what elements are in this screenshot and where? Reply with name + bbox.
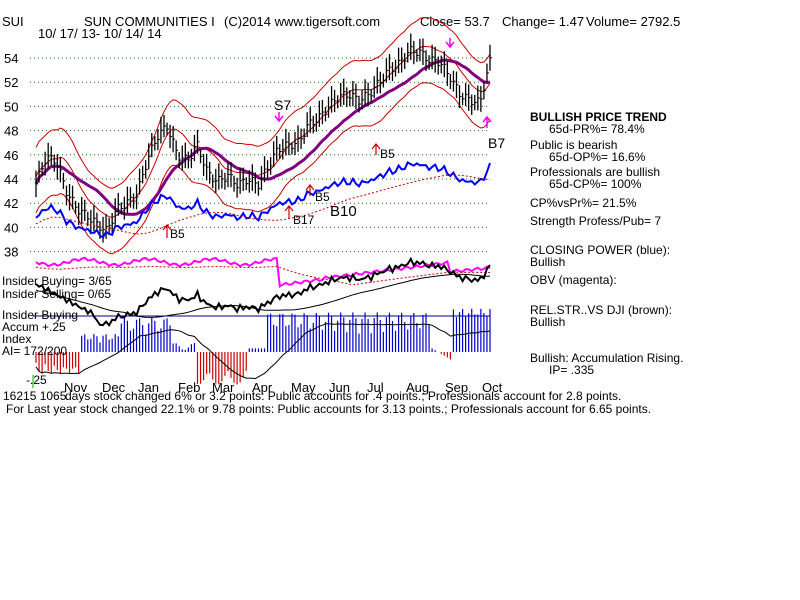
obv-label: OBV (magenta):: [530, 273, 617, 287]
closing-power-line: [35, 160, 491, 239]
relstr-label: REL.STR..VS DJI (brown):: [530, 303, 672, 317]
x-tick-label: Mar: [212, 380, 235, 395]
moving-average-line: [34, 58, 491, 216]
pr-value: 65d-PR%= 78.4%: [549, 122, 645, 136]
closing-power-state: Bullish: [530, 255, 565, 269]
close-value: Close= 53.7: [420, 14, 490, 29]
footer-prefix: 16215 1065: [3, 389, 67, 403]
accumulation-histogram: [35, 308, 491, 385]
signal-b5-low: B5: [162, 224, 185, 241]
x-tick-label: Aug: [406, 380, 429, 395]
copyright: (C)2014 www.tigersoft.com: [224, 14, 380, 29]
x-tick-label: Apr: [252, 380, 273, 395]
signal-b5-label: B5: [380, 147, 395, 161]
obv-ma-line: [35, 265, 491, 286]
relative-strength-line: [35, 256, 491, 327]
index-label: Index: [2, 332, 31, 346]
accum-label: Accum +.25: [2, 320, 66, 334]
x-tick-label: Jan: [138, 380, 159, 395]
x-tick-label: Oct: [482, 380, 503, 395]
insider-selling: Insider Selling= 0/65: [2, 287, 111, 301]
obv-line: [35, 256, 491, 289]
cpvspr-value: CP%vsPr%= 21.5%: [530, 196, 637, 210]
upper-band-line: [35, 16, 491, 189]
change-value: Change= 1.47: [502, 14, 584, 29]
up-arrow-icon: [482, 115, 492, 128]
footer-line1: days stock changed 6% or 3.2 points: Pub…: [65, 389, 621, 403]
y-tick-label: 48: [4, 124, 18, 139]
inner-band-line: [35, 45, 491, 218]
y-tick-label: 38: [4, 245, 18, 260]
trend-title: BULLISH PRICE TREND: [530, 110, 667, 124]
x-tick-label: May: [291, 380, 316, 395]
public-title: Public is bearish: [530, 138, 617, 152]
pro-title: Professionals are bullish: [530, 165, 660, 179]
signal-b5-jun: B5: [371, 143, 395, 161]
x-tick-label: Feb: [178, 380, 200, 395]
up-arrow-icon: [371, 143, 381, 155]
price-bars: [35, 33, 492, 243]
signal-b10-label: B10: [330, 203, 357, 220]
signal-b17: B17: [284, 205, 315, 227]
price-grid: [30, 57, 490, 253]
relstr-state: Bullish: [530, 315, 565, 329]
signal-b5-may: B5: [305, 184, 330, 204]
ip-value: IP= .335: [549, 363, 594, 377]
up-arrow-icon: [305, 184, 315, 196]
date-range: 10/ 17/ 13- 10/ 14/ 14: [38, 26, 162, 41]
y-axis-labels: 38 40 42 44 46 48 50 52 54: [4, 51, 18, 260]
down-arrow-icon: [445, 38, 455, 49]
strength-value: Strength Profess/Pub= 7: [530, 214, 661, 228]
x-axis-labels: Nov Dec Jan Feb Mar Apr May Jun Jul Aug Sep Oct: [64, 380, 503, 395]
signal-s7-label: S7: [274, 97, 291, 113]
closing-power-label: CLOSING POWER (blue):: [530, 243, 670, 257]
x-tick-label: Jun: [329, 380, 350, 395]
y-tick-label: 42: [4, 196, 18, 211]
insider-buying-label: Insider Buying: [2, 308, 78, 322]
x-tick-label: Jul: [367, 380, 384, 395]
insider-buying: Insider Buying= 3/65: [2, 274, 112, 288]
volume-value: Volume= 2792.5: [586, 14, 680, 29]
y-tick-label: 50: [4, 99, 18, 114]
y-tick-label: 44: [4, 172, 18, 187]
footer-line2: For Last year stock changed 22.1% or 9.7…: [6, 402, 651, 416]
up-arrow-icon: [162, 224, 172, 238]
company-name: SUN COMMUNITIES I: [84, 14, 215, 29]
signal-s7: S7: [274, 97, 291, 123]
ticker: SUI: [2, 14, 24, 29]
signal-b5-label: B5: [315, 190, 330, 204]
y-tick-label: 46: [4, 148, 18, 163]
down-arrow-icon: [274, 112, 284, 123]
signal-b5-label: B5: [170, 227, 185, 241]
signal-b7: B7: [482, 115, 505, 151]
x-tick-label: Sep: [445, 380, 468, 395]
signal-b17-label: B17: [293, 213, 315, 227]
signal-b7-label: B7: [488, 135, 505, 151]
up-arrow-icon: [284, 205, 294, 218]
x-tick-label: Dec: [102, 380, 126, 395]
accum-status: Bullish: Accumulation Rising.: [530, 351, 683, 365]
relative-strength-ma-line: [35, 273, 491, 318]
y-tick-label: 54: [4, 51, 18, 66]
closing-power-ma-line: [35, 174, 491, 235]
y-tick-label: 40: [4, 220, 18, 235]
x-tick-label: Nov: [64, 380, 88, 395]
lower-band-line: [35, 82, 491, 255]
accumulation-ma-line: [35, 323, 491, 380]
ai-value: AI= 172/200: [2, 344, 67, 358]
y-tick-label: 52: [4, 75, 18, 90]
op-value: 65d-OP%= 16.6%: [549, 150, 646, 164]
cp-value: 65d-CP%= 100%: [549, 177, 642, 191]
accum-min-label: -.25: [26, 373, 47, 387]
